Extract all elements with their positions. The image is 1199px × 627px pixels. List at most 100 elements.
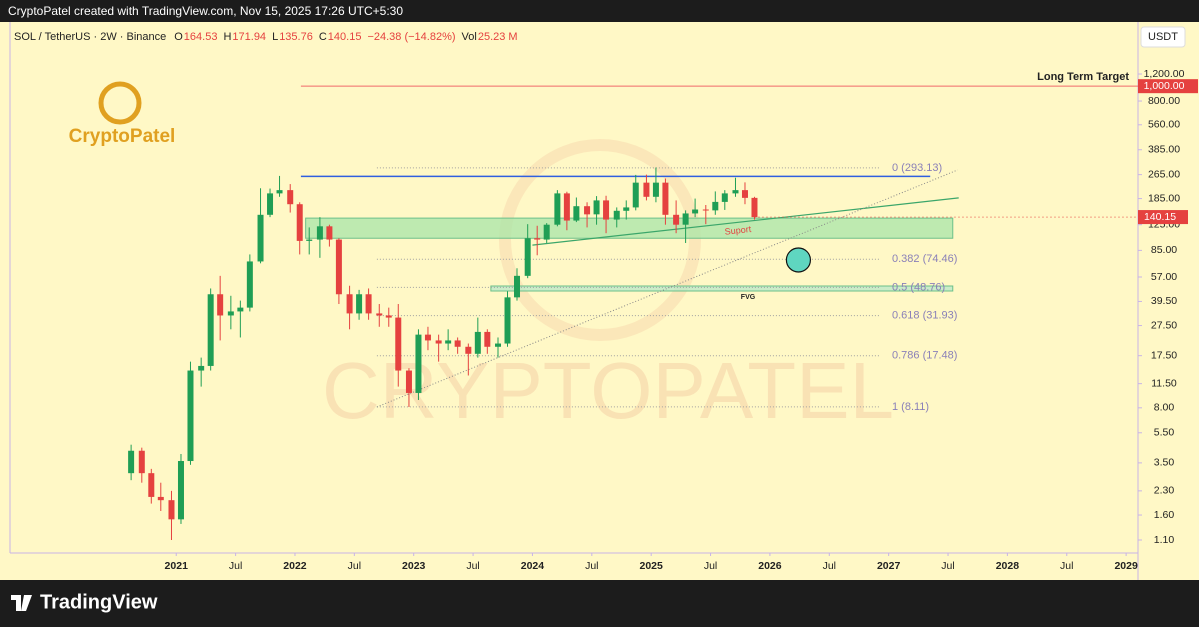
y-tick-label: 1,200.00 (1144, 68, 1185, 80)
header-value: 171.94 (232, 31, 266, 43)
target-box (1138, 79, 1198, 94)
candle-body (296, 204, 303, 241)
y-tick-label: 57.00 (1151, 271, 1177, 283)
x-tick-label: 2024 (521, 560, 545, 572)
candle-body (237, 307, 244, 312)
candle-body (514, 275, 521, 298)
candle-body (207, 294, 214, 366)
y-tick-label: 800.00 (1148, 95, 1180, 107)
last-price-label: 140.15 (1144, 211, 1176, 223)
candle-body (257, 214, 264, 262)
y-tick-label: 11.50 (1151, 377, 1177, 389)
candle-body (316, 226, 323, 240)
candle-body (632, 182, 639, 208)
header-prefix: L (272, 31, 278, 43)
target-text: Long Term Target (1037, 71, 1129, 83)
fib-label: 0.382 (74.46) (892, 253, 957, 265)
candle-body (673, 214, 680, 225)
x-tick-label: 2027 (877, 560, 901, 572)
candle-body (395, 317, 402, 371)
candle-body (652, 182, 659, 197)
candle-body (385, 315, 392, 318)
fib-label: 0 (293.13) (892, 162, 942, 174)
candle-body (326, 226, 333, 240)
candle-body (376, 313, 383, 316)
candle-body (563, 193, 570, 221)
x-tick-label: Jul (941, 560, 954, 572)
candle-body (593, 200, 600, 215)
candle-body (623, 207, 630, 211)
y-tick-label: 2.30 (1154, 485, 1175, 497)
header-prefix: C (319, 31, 327, 43)
fib-label: 1 (8.11) (892, 401, 929, 413)
last-price-box (1138, 210, 1188, 225)
y-tick-label: 8.00 (1154, 402, 1175, 414)
candle-body (524, 238, 531, 276)
candle-body (613, 210, 620, 220)
candle-body (721, 193, 728, 202)
candle-body (267, 193, 274, 215)
candle-body (474, 331, 481, 354)
candle-body (157, 496, 164, 501)
x-tick-label: Jul (704, 560, 717, 572)
fib-label: 0.618 (31.93) (892, 310, 957, 322)
support-line (532, 197, 959, 246)
y-tick-label: 1.60 (1154, 509, 1175, 521)
header-value: 140.15 (328, 31, 362, 43)
logo-text: CryptoPatel (69, 126, 176, 147)
target-label: 1,000.00 (1144, 80, 1185, 92)
y-tick-label: 385.00 (1148, 144, 1180, 156)
candle-body (603, 200, 610, 220)
footer-logo (11, 595, 32, 611)
x-tick-label: Jul (585, 560, 598, 572)
candle-body (346, 294, 353, 314)
candle-body (445, 340, 452, 344)
zone (490, 285, 954, 292)
chart-background (0, 22, 1199, 580)
candle-body (148, 473, 155, 497)
logo-icon (98, 81, 142, 125)
trend-line (376, 169, 958, 408)
top-bar (0, 0, 1199, 22)
x-tick-label: Jul (466, 560, 479, 572)
candle-body (424, 334, 431, 341)
candle-body (504, 297, 511, 344)
candle-body (187, 370, 194, 462)
candle-body (356, 294, 363, 314)
header-prefix: H (223, 31, 231, 43)
y-tick-label: 5.50 (1154, 427, 1175, 439)
watermark-ring (499, 139, 701, 341)
fib-label: 0.786 (17.48) (892, 350, 957, 362)
top-bar-text: CryptoPatel created with TradingView.com… (8, 4, 403, 18)
y-tick-label: 185.00 (1148, 192, 1180, 204)
y-tick-label: 39.50 (1151, 295, 1177, 307)
candle-body (554, 193, 561, 225)
x-tick-label: 2029 (1114, 560, 1138, 572)
candle-body (287, 190, 294, 205)
header-prefix: Vol (462, 31, 477, 43)
candle-body (435, 340, 442, 344)
y-tick-label: 265.00 (1148, 168, 1180, 180)
footer-brand: TradingView (40, 591, 158, 613)
candle-body (227, 311, 234, 316)
candle-body (712, 201, 719, 211)
candle-body (454, 340, 461, 347)
fib-label: 0.5 (48.76) (892, 281, 945, 293)
candle-body (138, 450, 145, 474)
candle-body (177, 461, 184, 520)
candle-body (573, 206, 580, 221)
x-tick-label: 2028 (996, 560, 1020, 572)
candle-body (741, 190, 748, 198)
candle-body (217, 294, 224, 316)
candle-body (365, 294, 372, 314)
candle-body (732, 190, 739, 194)
x-tick-label: Jul (823, 560, 836, 572)
candle-body (534, 238, 541, 240)
candle-body (692, 209, 699, 214)
candle-body (643, 182, 650, 197)
candle-body (168, 500, 175, 520)
candle-body (682, 213, 689, 225)
y-tick-label: 560.00 (1148, 119, 1180, 131)
header-value: 25.23 M (478, 31, 518, 43)
